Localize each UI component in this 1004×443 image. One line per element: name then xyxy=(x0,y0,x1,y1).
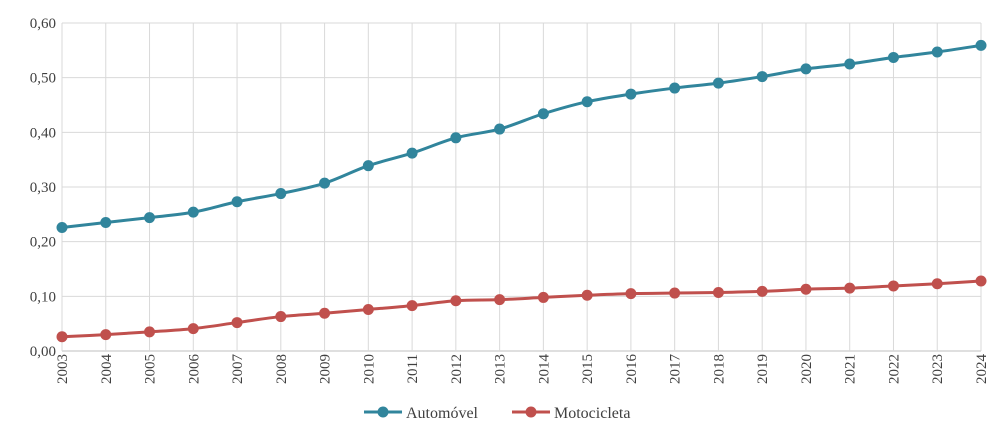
data-point xyxy=(362,160,374,172)
legend-item-autom-vel: Automóvel xyxy=(364,405,479,422)
data-point xyxy=(144,212,156,224)
y-tick-label: 0,40 xyxy=(30,125,56,141)
x-tick-label: 2003 xyxy=(55,354,71,384)
series-line xyxy=(61,279,982,339)
legend-label: Automóvel xyxy=(406,405,479,422)
x-tick-label: 2022 xyxy=(886,354,902,384)
data-point xyxy=(406,300,418,312)
data-point xyxy=(844,282,856,294)
x-tick-label: 2018 xyxy=(711,354,727,384)
data-point xyxy=(931,46,943,58)
x-tick-label: 2007 xyxy=(230,354,246,385)
x-tick-label: 2004 xyxy=(99,354,115,385)
series-line xyxy=(61,43,982,229)
data-point xyxy=(187,323,199,335)
legend-item-motocicleta: Motocicleta xyxy=(512,405,630,422)
x-tick-label: 2009 xyxy=(318,354,334,384)
legend: Automóvel Motocicleta xyxy=(364,405,630,422)
x-tick-label: 2005 xyxy=(143,354,159,384)
data-point xyxy=(231,196,243,208)
data-point xyxy=(275,188,287,200)
data-point xyxy=(56,331,68,343)
x-tick-label: 2010 xyxy=(361,354,377,384)
legend-swatch-marker xyxy=(377,406,389,418)
x-tick-label: 2019 xyxy=(755,354,771,384)
data-point xyxy=(275,311,287,323)
y-tick-label: 0,20 xyxy=(30,235,56,251)
x-tick-label: 2024 xyxy=(974,354,990,385)
series-motocicleta xyxy=(56,275,987,343)
data-point xyxy=(319,307,331,319)
data-point xyxy=(887,51,899,63)
data-point xyxy=(712,77,724,89)
y-axis-ticks: 0,00 0,10 0,20 0,30 0,40 0,50 0,60 xyxy=(30,16,56,360)
y-tick-label: 0,00 xyxy=(30,344,56,360)
data-point xyxy=(975,39,987,51)
data-point xyxy=(756,285,768,297)
x-tick-label: 2008 xyxy=(274,354,290,384)
x-tick-label: 2015 xyxy=(580,354,596,384)
data-point xyxy=(187,206,199,218)
legend-label: Motocicleta xyxy=(554,405,630,422)
data-point xyxy=(625,88,637,100)
data-point xyxy=(800,63,812,75)
data-point xyxy=(800,283,812,295)
data-point xyxy=(100,329,112,341)
y-tick-label: 0,50 xyxy=(30,71,56,87)
x-tick-label: 2012 xyxy=(449,354,465,384)
x-tick-label: 2016 xyxy=(624,354,640,385)
data-point xyxy=(144,326,156,338)
x-tick-label: 2011 xyxy=(405,354,421,383)
data-point xyxy=(669,82,681,94)
series-autom-vel xyxy=(56,39,987,233)
data-point xyxy=(931,278,943,290)
data-point xyxy=(887,280,899,292)
x-tick-label: 2014 xyxy=(536,354,552,385)
data-point xyxy=(56,221,68,233)
data-point xyxy=(362,303,374,315)
grid xyxy=(61,22,982,352)
data-point xyxy=(537,291,549,303)
data-point xyxy=(537,108,549,120)
series-group xyxy=(56,39,987,343)
data-point xyxy=(319,177,331,189)
y-tick-label: 0,60 xyxy=(30,16,56,32)
data-point xyxy=(975,275,987,287)
legend-swatch-marker xyxy=(525,406,537,418)
y-tick-label: 0,30 xyxy=(30,180,56,196)
y-tick-label: 0,10 xyxy=(30,289,56,305)
data-point xyxy=(450,132,462,144)
data-point xyxy=(581,289,593,301)
data-point xyxy=(669,287,681,299)
x-axis-ticks: 2003 2004 2005 2006 2007 2008 2009 2010 2011 2012… xyxy=(55,354,990,385)
data-point xyxy=(712,287,724,299)
x-tick-label: 2020 xyxy=(799,354,815,384)
x-tick-label: 2013 xyxy=(493,354,509,384)
data-point xyxy=(406,147,418,159)
data-point xyxy=(625,288,637,300)
data-point xyxy=(100,217,112,229)
data-point xyxy=(581,96,593,108)
data-point xyxy=(494,123,506,135)
data-point xyxy=(494,294,506,306)
data-point xyxy=(844,58,856,70)
x-tick-label: 2006 xyxy=(186,354,202,385)
data-point xyxy=(756,71,768,83)
data-point xyxy=(450,295,462,307)
x-tick-label: 2021 xyxy=(843,354,859,384)
x-tick-label: 2023 xyxy=(930,354,946,384)
data-point xyxy=(231,317,243,329)
x-tick-label: 2017 xyxy=(668,354,684,385)
